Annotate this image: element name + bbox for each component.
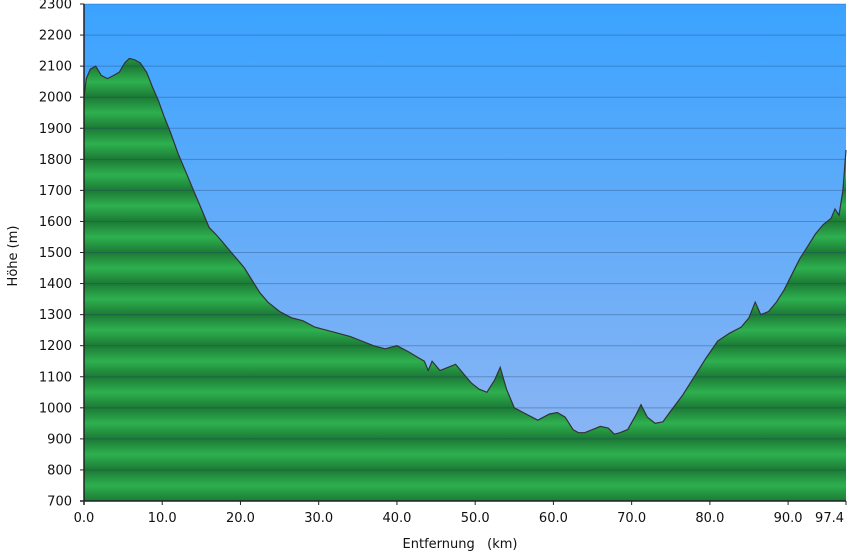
x-tick-label: 97.4 — [815, 511, 844, 526]
y-tick-label: 2100 — [39, 60, 72, 75]
x-axis-label: Entfernung (km) — [403, 537, 518, 552]
y-tick-label: 900 — [47, 432, 72, 447]
x-tick-label: 80.0 — [695, 511, 724, 526]
y-tick-label: 1900 — [39, 122, 72, 137]
y-tick-label: 1800 — [39, 153, 72, 168]
axes — [80, 3, 847, 505]
elevation-area — [83, 57, 847, 502]
x-tick-labels: 0.0 10.0 20.0 30.0 40.0 50.0 60.0 70.0 80.0 90.0 9… — [74, 511, 844, 526]
x-tick-label: 40.0 — [382, 511, 411, 526]
y-tick-label: 1600 — [39, 215, 72, 230]
y-tick-label: 1300 — [39, 308, 72, 323]
y-tick-labels: 700 800 900 1000 1100 1200 1300 1400 1500 1600 170… — [39, 0, 72, 510]
x-tick-label: 20.0 — [226, 511, 255, 526]
x-tick-label: 50.0 — [461, 511, 490, 526]
y-tick-label: 1000 — [39, 401, 72, 416]
y-axis-label: Höhe (m) — [6, 226, 21, 287]
grid-lines — [84, 3, 846, 471]
y-tick-label: 2200 — [39, 29, 72, 44]
x-tick-label: 0.0 — [74, 511, 95, 526]
x-tick-label: 10.0 — [148, 511, 177, 526]
elevation-profile-line — [83, 57, 847, 435]
y-tick-label: 1500 — [39, 246, 72, 261]
y-tick-label: 800 — [47, 463, 72, 478]
elevation-fill — [84, 58, 846, 502]
y-tick-label: 2300 — [39, 0, 72, 13]
y-tick-label: 1700 — [39, 184, 72, 199]
y-tick-label: 2000 — [39, 91, 72, 106]
y-tick-label: 1200 — [39, 339, 72, 354]
y-tick-label: 1100 — [39, 370, 72, 385]
x-tick-label: 90.0 — [774, 511, 803, 526]
x-tick-label: 30.0 — [304, 511, 333, 526]
x-tick-label: 60.0 — [539, 511, 568, 526]
y-tick-label: 700 — [47, 495, 72, 510]
y-tick-label: 1400 — [39, 277, 72, 292]
x-tick-label: 70.0 — [617, 511, 646, 526]
